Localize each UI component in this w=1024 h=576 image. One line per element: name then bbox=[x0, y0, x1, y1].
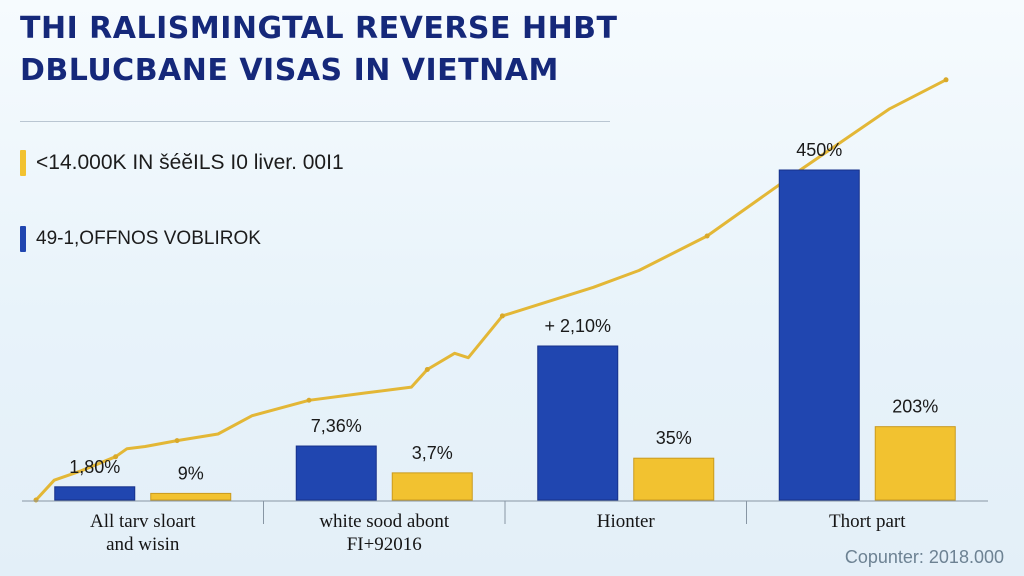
trend-line-point bbox=[424, 366, 430, 372]
bar-gold bbox=[874, 426, 956, 501]
bar-value-label: 7,36% bbox=[311, 416, 362, 436]
legend-label-gold: <14.000K IN šéĕILS I0 liver. 00I1 bbox=[36, 151, 344, 174]
trend-line-point bbox=[33, 497, 39, 503]
chart-title-line-1: THI RALISMINGTAL REVERSE HHBT bbox=[20, 11, 618, 46]
trend-line-point bbox=[174, 438, 180, 444]
bar-value-label: 35% bbox=[656, 428, 692, 448]
legend-item-gold: <14.000K IN šéĕILS I0 liver. 00I1 bbox=[20, 150, 344, 176]
bar-value-label: 1,80% bbox=[69, 457, 120, 477]
category-tick-label: Hionter bbox=[597, 511, 656, 532]
bar-blue bbox=[778, 169, 860, 501]
legend-swatch-blue bbox=[20, 226, 26, 252]
legend-item-blue: 49-1,OFFNOS VOBLIROK bbox=[20, 226, 261, 252]
bar-value-label: 3,7% bbox=[412, 443, 453, 463]
bar-value-label: 203% bbox=[892, 397, 938, 417]
bar-gold bbox=[633, 457, 715, 501]
bar-value-label: 9% bbox=[178, 463, 204, 483]
footer-note: Copunter: 2018.000 bbox=[844, 547, 1004, 567]
trend-line-point bbox=[943, 77, 949, 83]
chart-title-line-2: DBLUCBANE VISAS IN VIETNAM bbox=[20, 53, 559, 88]
bar-value-label: 450% bbox=[796, 140, 842, 160]
title-divider bbox=[20, 121, 610, 122]
bar-gold bbox=[391, 472, 473, 501]
trend-line-point bbox=[113, 454, 119, 460]
category-tick-label: and wisin bbox=[106, 534, 180, 555]
bar-blue bbox=[54, 486, 136, 501]
category-tick-label: white sood abont bbox=[319, 511, 450, 532]
chart-title: THI RALISMINGTAL REVERSE HHBT DBLUCBANE … bbox=[20, 8, 618, 92]
trend-line-point bbox=[306, 397, 312, 403]
category-tick-label: Thort part bbox=[829, 511, 906, 532]
bar-blue bbox=[295, 445, 377, 501]
bar-blue bbox=[537, 345, 619, 501]
trend-line bbox=[34, 78, 948, 502]
trend-line-point bbox=[704, 233, 710, 239]
trend-line-point bbox=[499, 313, 505, 319]
category-tick-label: FI+92016 bbox=[347, 534, 422, 555]
bar-gold bbox=[150, 492, 232, 501]
legend-label-blue: 49-1,OFFNOS VOBLIROK bbox=[36, 228, 261, 249]
legend-swatch-gold bbox=[20, 150, 26, 176]
bar-value-label: + 2,10% bbox=[544, 316, 611, 336]
category-tick-label: All tarv sloart bbox=[90, 511, 196, 532]
